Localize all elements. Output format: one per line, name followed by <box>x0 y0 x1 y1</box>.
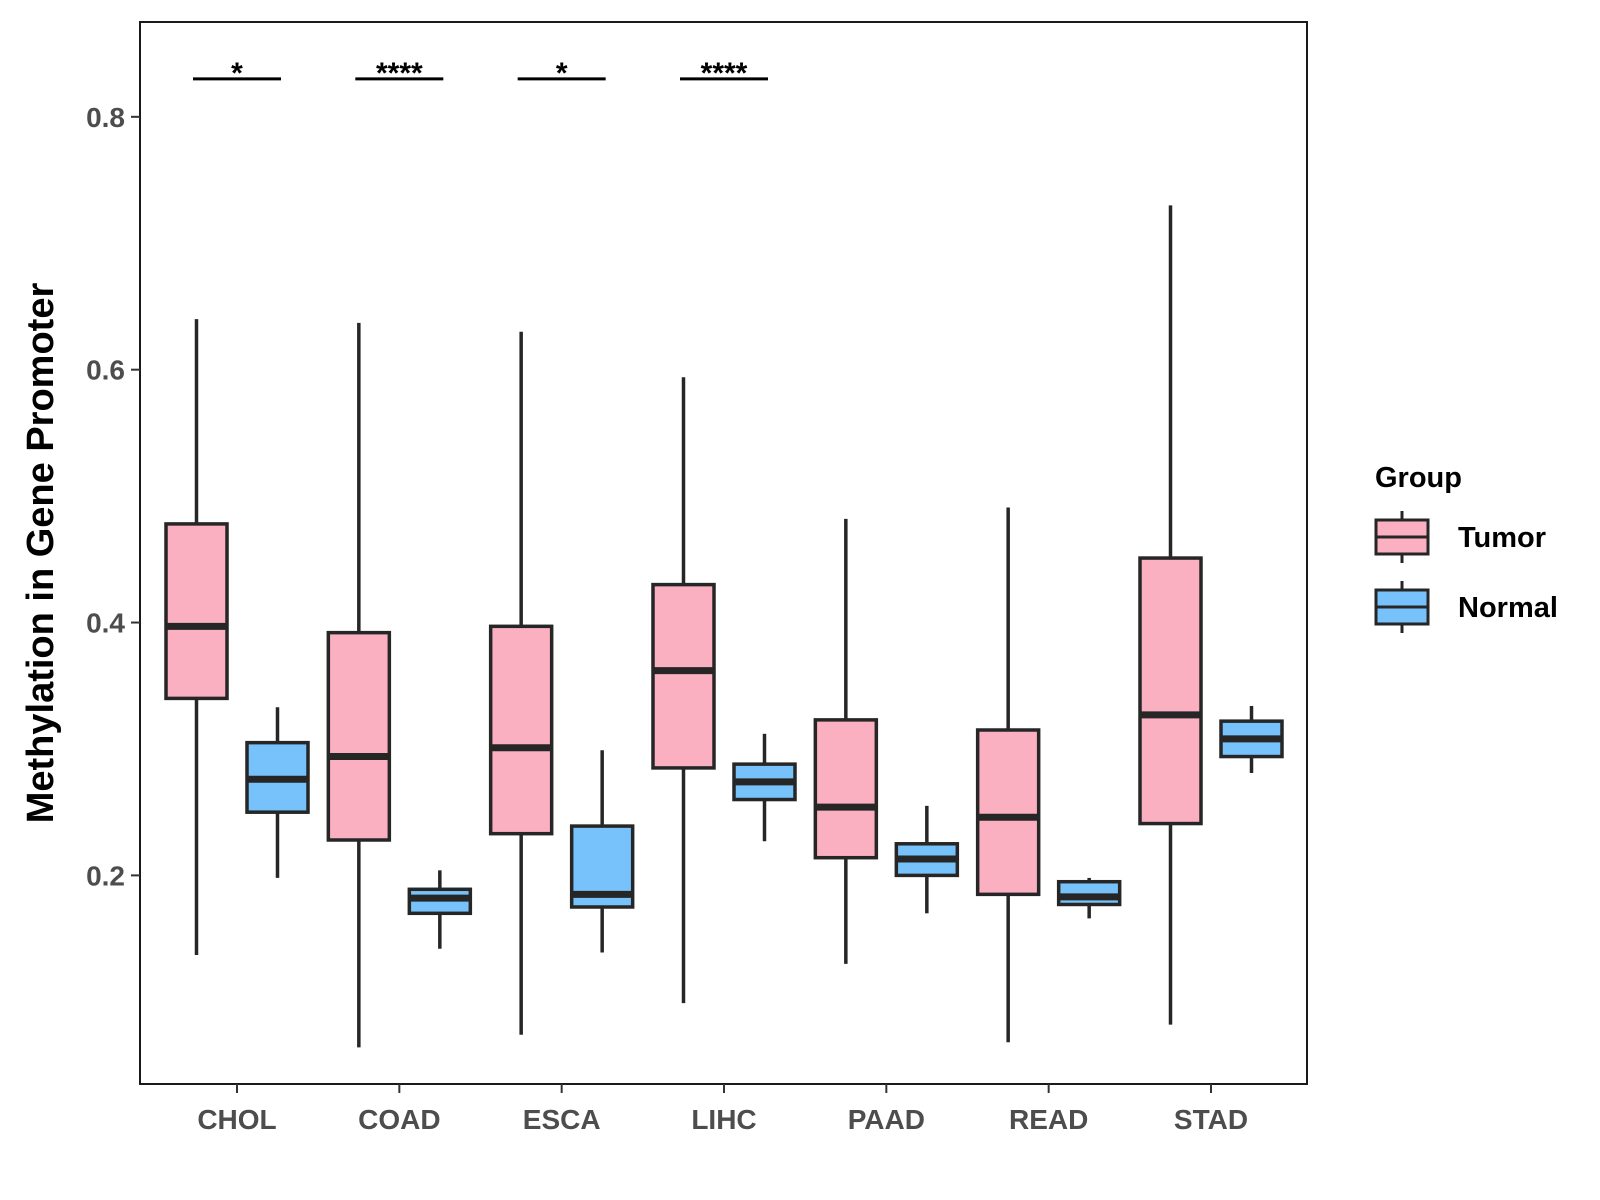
box-tumor-stad <box>1138 205 1203 1025</box>
box-normal-coad <box>407 870 473 949</box>
box-normal-paad <box>894 805 960 914</box>
significance-coad: **** <box>355 57 444 90</box>
significance-label: * <box>556 57 568 90</box>
y-tick-label: 0.2 <box>86 860 125 891</box>
significance-chol: * <box>193 57 281 90</box>
x-tick-label: READ <box>1009 1104 1088 1135</box>
y-axis: 0.2 0.4 0.6 0.8 <box>86 102 140 891</box>
legend-item-tumor: Tumor <box>1374 511 1546 563</box>
x-tick-label: CHOL <box>197 1104 276 1135</box>
box-tumor-lihc <box>651 377 716 1004</box>
x-tick-label: STAD <box>1174 1104 1248 1135</box>
box-normal-esca <box>569 750 635 953</box>
box-tumor-esca <box>488 331 554 1035</box>
significance-label: **** <box>701 57 748 90</box>
y-axis-title: Methylation in Gene Promoter <box>20 283 62 824</box>
box-body <box>813 718 879 860</box>
box-body <box>1056 879 1122 907</box>
box-normal-read <box>1056 877 1122 919</box>
x-tick-label: LIHC <box>691 1104 756 1135</box>
box-body <box>326 630 392 842</box>
box-tumor-coad <box>326 322 392 1048</box>
box-tumor-paad <box>813 518 879 964</box>
x-axis: CHOL COAD ESCA LIHC PAAD READ STAD <box>197 1084 1248 1135</box>
legend-label: Tumor <box>1458 522 1546 554</box>
significance-label: **** <box>376 57 423 90</box>
significance-label: * <box>231 57 243 90</box>
x-tick-label: PAAD <box>848 1104 925 1135</box>
box-normal-lihc <box>732 733 797 842</box>
legend-item-normal: Normal <box>1374 581 1558 633</box>
box-body <box>164 522 229 701</box>
box-normal-stad <box>1219 705 1284 773</box>
box-tumor-read <box>975 507 1041 1043</box>
box-body <box>488 624 554 836</box>
box-body <box>651 582 716 770</box>
legend-title: Group <box>1375 462 1462 494</box>
box-body <box>975 728 1041 897</box>
legend-entries: Tumor Normal <box>1374 511 1558 633</box>
legend: Group Tumor Normal <box>1374 462 1558 633</box>
y-tick-label: 0.8 <box>86 102 125 133</box>
box-tumor-chol <box>164 319 229 956</box>
legend-label: Normal <box>1458 592 1558 624</box>
significance-annotations: * **** * **** <box>193 57 768 90</box>
significance-lihc: **** <box>680 57 768 90</box>
y-tick-label: 0.4 <box>86 608 125 639</box>
x-tick-label: ESCA <box>523 1104 601 1135</box>
x-tick-label: COAD <box>358 1104 440 1135</box>
box-series <box>164 205 1284 1048</box>
significance-esca: * <box>517 57 606 90</box>
y-tick-label: 0.6 <box>86 355 125 386</box>
box-body <box>1138 556 1203 826</box>
box-normal-chol <box>245 707 310 878</box>
